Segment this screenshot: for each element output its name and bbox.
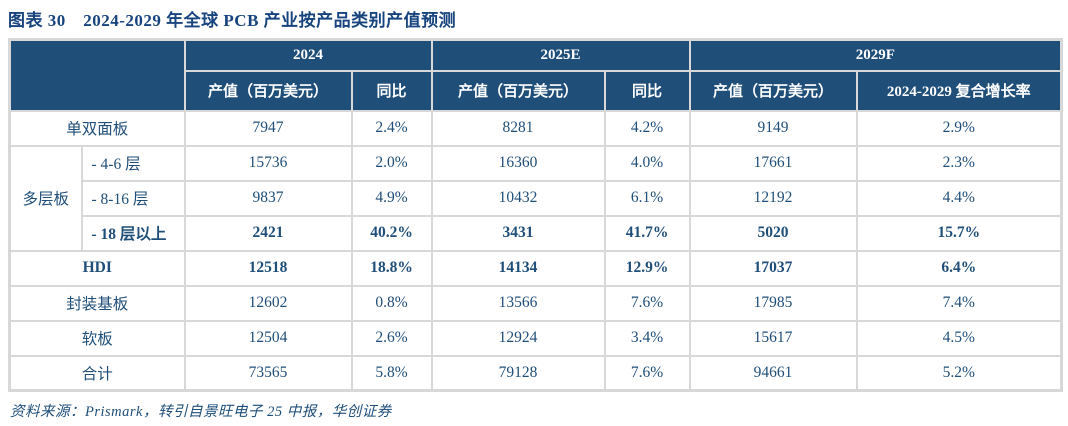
table-cell: 2.4%	[350, 109, 433, 147]
header-value-2029f: 产值（百万美元）	[688, 69, 858, 112]
header-cagr-2029f: 2024-2029 复合增长率	[855, 69, 1063, 112]
row-label: 合计	[8, 354, 186, 392]
header-value-2025e: 产值（百万美元）	[430, 69, 606, 112]
table-cell: 15617	[688, 319, 858, 357]
table-cell: 41.7%	[603, 214, 691, 252]
col-group-2029f: 2029F	[688, 38, 1063, 72]
row-label: 软板	[8, 319, 186, 357]
table-cell: 0.8%	[350, 284, 433, 322]
table-cell: 2.0%	[350, 144, 433, 182]
table-row-total: 合计 73565 5.8% 79128 7.6% 94661 5.2%	[8, 354, 1063, 392]
corner-cell	[8, 38, 186, 112]
header-value-2024: 产值（百万美元）	[183, 69, 353, 112]
table-cell: 73565	[183, 354, 353, 392]
table-cell: 5.2%	[855, 354, 1063, 392]
table-cell: 7.4%	[855, 284, 1063, 322]
row-label: - 18 层以上	[80, 214, 186, 252]
table-cell: 10432	[430, 179, 606, 217]
table-cell: 13566	[430, 284, 606, 322]
table-cell: 12504	[183, 319, 353, 357]
header-yoy-2025e: 同比	[603, 69, 691, 112]
row-label: HDI	[8, 249, 186, 287]
table-cell: 4.9%	[350, 179, 433, 217]
row-label: 单双面板	[8, 109, 186, 147]
table-row-18-layer-plus: - 18 层以上 2421 40.2% 3431 41.7% 5020 15.7…	[10, 214, 1063, 252]
table-cell: 9837	[183, 179, 353, 217]
table-cell: 17037	[688, 249, 858, 287]
table-cell: 14134	[430, 249, 606, 287]
table-row-8-16-layer: - 8-16 层 9837 4.9% 10432 6.1% 12192 4.4%	[10, 179, 1063, 217]
table-cell: 4.2%	[603, 109, 691, 147]
table-cell: 2.3%	[855, 144, 1063, 182]
table-cell: 7947	[183, 109, 353, 147]
table-row-package-substrate: 封装基板 12602 0.8% 13566 7.6% 17985 7.4%	[8, 284, 1063, 322]
table-cell: 2.9%	[855, 109, 1063, 147]
table-row-flex-board: 软板 12504 2.6% 12924 3.4% 15617 4.5%	[8, 319, 1063, 357]
pcb-forecast-table: 2024 2025E 2029F 产值（百万美元） 同比 产值（百万美元） 同比…	[8, 38, 1064, 392]
row-label: 封装基板	[8, 284, 186, 322]
row-label: - 8-16 层	[80, 179, 186, 217]
table-cell: 12924	[430, 319, 606, 357]
table-cell: 5020	[688, 214, 858, 252]
table-cell: 6.4%	[855, 249, 1063, 287]
table-cell: 4.5%	[855, 319, 1063, 357]
table-cell: 8281	[430, 109, 606, 147]
table-cell: 12.9%	[603, 249, 691, 287]
table-cell: 79128	[430, 354, 606, 392]
table-cell: 15736	[183, 144, 353, 182]
row-label: - 4-6 层	[80, 144, 186, 182]
table-cell: 12602	[183, 284, 353, 322]
table-row-4-6-layer: 多层板 - 4-6 层 15736 2.0% 16360 4.0% 17661 …	[8, 144, 1063, 252]
header-metric-row: 产值（百万美元） 同比 产值（百万美元） 同比 产值（百万美元） 2024-20…	[10, 69, 1063, 112]
table-cell: 94661	[688, 354, 858, 392]
header-year-row: 2024 2025E 2029F	[8, 38, 1063, 112]
row-group-label-multilayer: 多层板	[8, 144, 83, 252]
table-cell: 18.8%	[350, 249, 433, 287]
source-note: 资料来源：Prismark，转引自景旺电子 25 中报，华创证券	[10, 404, 392, 420]
col-group-2025e: 2025E	[430, 38, 691, 72]
table-cell: 2421	[183, 214, 353, 252]
table-cell: 4.4%	[855, 179, 1063, 217]
table-cell: 4.0%	[603, 144, 691, 182]
table-cell: 9149	[688, 109, 858, 147]
col-group-2024: 2024	[183, 38, 433, 72]
table-cell: 16360	[430, 144, 606, 182]
table-cell: 12518	[183, 249, 353, 287]
table-cell: 3431	[430, 214, 606, 252]
table-cell: 17661	[688, 144, 858, 182]
table-row-single-double: 单双面板 7947 2.4% 8281 4.2% 9149 2.9%	[8, 109, 1063, 147]
table-cell: 40.2%	[350, 214, 433, 252]
table-cell: 5.8%	[350, 354, 433, 392]
table-cell: 15.7%	[855, 214, 1063, 252]
table-cell: 3.4%	[603, 319, 691, 357]
table-cell: 7.6%	[603, 354, 691, 392]
table-cell: 2.6%	[350, 319, 433, 357]
table-cell: 17985	[688, 284, 858, 322]
table-cell: 7.6%	[603, 284, 691, 322]
table-cell: 12192	[688, 179, 858, 217]
figure-title: 图表 30 2024-2029 年全球 PCB 产业按产品类别产值预测	[8, 11, 457, 30]
table-row-hdi: HDI 12518 18.8% 14134 12.9% 17037 6.4%	[8, 249, 1063, 287]
header-yoy-2024: 同比	[350, 69, 433, 112]
table-cell: 6.1%	[603, 179, 691, 217]
